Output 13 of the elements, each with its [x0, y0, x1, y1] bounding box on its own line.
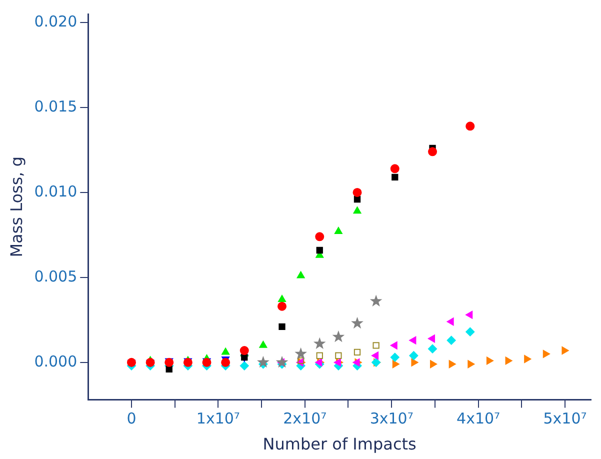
x-tick-label: 3x10⁷ — [370, 410, 414, 428]
y-tick-label: 0.015 — [34, 97, 78, 116]
y-axis-title: Mass Loss, g — [6, 156, 26, 258]
y-tick-label: 0.020 — [34, 12, 78, 30]
x-tick-label: 1x10⁷ — [196, 410, 240, 428]
x-axis-title: Number of Impacts — [262, 434, 416, 454]
x-tick-label: 2x10⁷ — [283, 410, 327, 428]
x-tick-label: 5x10⁷ — [543, 410, 587, 428]
y-tick-label: 0.005 — [34, 267, 78, 286]
x-tick-label: 0 — [126, 410, 136, 428]
y-tick-label: 0.000 — [34, 352, 78, 370]
x-tick-label: 4x10⁷ — [456, 410, 500, 428]
y-tick-label: 0.010 — [34, 182, 78, 200]
